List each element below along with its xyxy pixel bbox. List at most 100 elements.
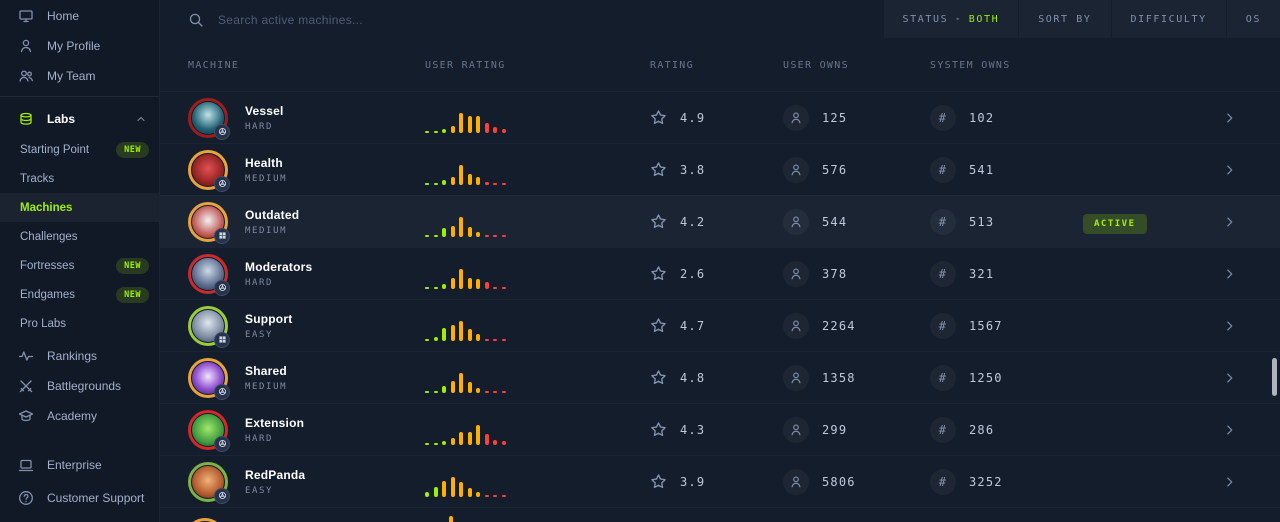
rating-bar [450,225,455,237]
hash-icon: # [930,104,956,131]
sidebar-version[interactable]: v 3.18.0 [0,514,159,522]
rating-bar [476,424,480,445]
table-row-health[interactable]: Health MEDIUM 3.8 576 # 541 [160,143,1280,195]
chevron-right-icon[interactable] [1223,319,1280,333]
system-owns-value: 513 [969,214,995,229]
sidebar-item-label: My Team [47,69,96,83]
filter-sort-by[interactable]: SORT BY [1019,0,1111,38]
sidebar-item-label: Pro Labs [20,317,67,330]
search-icon [188,12,204,28]
sidebar-item-customer-support[interactable]: Customer Support [0,481,159,514]
rating-bar [501,128,506,133]
machine-difficulty: EASY [245,485,274,496]
rating-bar [476,491,480,497]
rating-bar [493,439,497,445]
user-owns-value: 1358 [822,370,856,385]
system-owns-value: 3252 [969,474,1003,489]
table-row-outdated[interactable]: Outdated MEDIUM 4.2 544 # 513 ACTIVE [160,195,1280,247]
sidebar-item-academy[interactable]: Academy [0,401,159,431]
system-owns-value: 1250 [969,370,1003,385]
machine-avatar [188,201,230,244]
column-header-user-owns: USER OWNS [783,60,849,71]
table-row-moderators[interactable]: Moderators HARD 2.6 378 # 321 [160,247,1280,299]
rating-bar [484,390,489,393]
monitor-icon [18,8,34,24]
user-icon [783,156,809,183]
user-owns-value: 378 [822,266,848,281]
chevron-right-icon[interactable] [1223,163,1280,177]
rating-bar [476,176,480,185]
rating-bar [442,480,446,497]
table-row-vessel[interactable]: Vessel HARD 4.9 125 # 102 [160,91,1280,143]
sidebar-item-label: Machines [20,201,73,214]
user-rating-histogram [425,267,650,289]
rating-bar [501,390,506,393]
user-owns-value: 299 [822,422,848,437]
rating-bar [425,130,429,133]
table-row-redpanda[interactable]: RedPanda EASY 3.9 5806 # 3252 [160,455,1280,507]
rating-bar [501,338,506,341]
rating-bar [425,491,429,497]
sidebar-item-my-team[interactable]: My Team [0,61,159,91]
sidebar-item-challenges[interactable]: Challenges [0,222,159,251]
table-row-partial[interactable] [160,507,1280,522]
rating-bar [484,494,489,497]
machine-avatar [188,253,230,296]
filter-status[interactable]: STATUS • BOTH [883,0,1019,38]
table-row-support[interactable]: Support EASY 4.7 2264 # 1567 [160,299,1280,351]
rating-bar [442,128,446,133]
table-row-shared[interactable]: Shared MEDIUM 4.8 1358 # 1250 [160,351,1280,403]
machine-name: Moderators [245,259,313,274]
machine-name: Support [245,311,293,326]
hash-icon: # [930,208,956,235]
chevron-right-icon[interactable] [1223,215,1280,229]
sidebar-item-endgames[interactable]: Endgames NEW [0,280,159,309]
filter-label: OS [1245,13,1261,25]
filter-os[interactable]: OS [1226,0,1280,38]
column-header-user-rating: USER RATING [425,60,506,71]
chevron-right-icon[interactable] [1223,111,1280,125]
sidebar-item-home[interactable]: Home [0,1,159,31]
filter-bar: STATUS • BOTH SORT BY DIFFICULTY OS [883,0,1280,38]
rating-bar [484,433,489,445]
rating-bar [449,516,453,522]
sidebar-item-label: Academy [47,409,98,423]
sidebar-item-machines[interactable]: Machines [0,193,159,222]
table-row-extension[interactable]: Extension HARD 4.3 299 # 286 [160,403,1280,455]
sidebar-item-pro-labs[interactable]: Pro Labs [0,309,159,338]
column-header-machine: MACHINE [188,60,240,71]
sidebar-item-battlegrounds[interactable]: Battlegrounds [0,371,159,401]
sidebar-item-rankings[interactable]: Rankings [0,341,159,371]
wheel-badge-icon [214,383,230,400]
scrollbar-thumb[interactable] [1272,358,1277,396]
rating-bar [476,333,480,341]
sidebar-item-my-profile[interactable]: My Profile [0,31,159,61]
user-owns-value: 125 [822,110,848,125]
machine-avatar [188,357,230,400]
rating-bar [442,385,446,393]
user-icon [783,364,809,391]
rating-value: 3.8 [680,162,706,177]
filter-label: SORT BY [1038,13,1092,25]
star-icon [650,109,667,126]
sidebar-item-starting-point[interactable]: Starting Point NEW [0,135,159,164]
chevron-right-icon[interactable] [1223,371,1280,385]
sidebar-item-labs[interactable]: Labs [0,102,159,135]
chevron-right-icon[interactable] [1223,267,1280,281]
sidebar-item-fortresses[interactable]: Fortresses NEW [0,251,159,280]
filter-bullet: • [955,14,962,24]
rating-bar [450,324,455,341]
rating-bar [433,336,438,341]
chevron-right-icon[interactable] [1223,475,1280,489]
rating-bar [433,390,438,393]
chevron-right-icon[interactable] [1223,423,1280,437]
rating-bar [484,281,489,289]
users-icon [18,68,34,84]
filter-difficulty[interactable]: DIFFICULTY [1111,0,1226,38]
search-input[interactable] [218,13,638,27]
sidebar-divider [0,96,159,97]
sidebar-item-label: Customer Support [47,490,145,505]
sidebar-item-enterprise[interactable]: Enterprise [0,448,159,481]
sidebar-item-tracks[interactable]: Tracks [0,164,159,193]
star-icon [650,473,667,490]
